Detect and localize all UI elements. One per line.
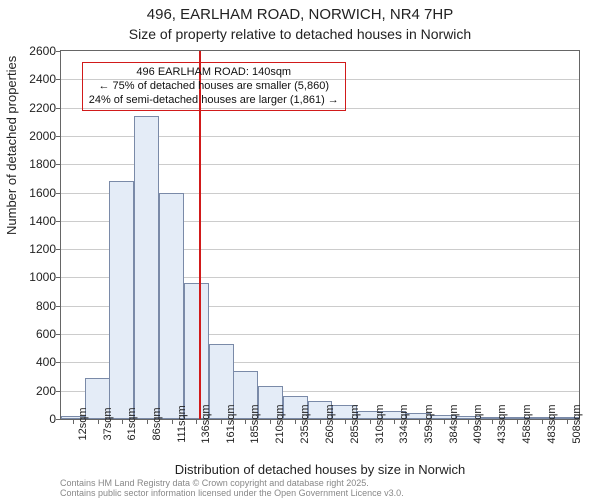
footer-line-1: Contains HM Land Registry data © Crown c… [60,478,404,488]
y-tick-label: 2600 [16,44,56,58]
x-tick-label: 161sqm [225,404,237,443]
title-line-2: Size of property relative to detached ho… [0,26,600,42]
x-tick-mark [345,420,346,424]
annotation-line-1: 496 EARLHAM ROAD: 140sqm [89,66,339,80]
y-tick-label: 2400 [16,72,56,86]
x-tick-mark [517,420,518,424]
histogram-bar [184,283,209,419]
title-line-1: 496, EARLHAM ROAD, NORWICH, NR4 7HP [0,6,600,23]
x-tick-label: 185sqm [249,404,261,443]
x-tick-label: 285sqm [349,404,361,443]
histogram-bar [159,193,184,419]
x-tick-mark [295,420,296,424]
x-tick-label: 433sqm [496,404,508,443]
x-tick-label: 210sqm [274,404,286,443]
y-tick-label: 800 [16,299,56,313]
x-tick-mark [98,420,99,424]
x-tick-label: 334sqm [398,404,410,443]
x-tick-mark [147,420,148,424]
y-tick-mark [56,362,60,363]
annotation-box: 496 EARLHAM ROAD: 140sqm← 75% of detache… [82,62,346,111]
y-tick-mark [56,51,60,52]
x-tick-mark [567,420,568,424]
histogram-bar [134,116,159,419]
y-tick-mark [56,79,60,80]
annotation-line-3: 24% of semi-detached houses are larger (… [89,94,339,108]
x-tick-label: 111sqm [176,405,188,443]
x-tick-mark [122,420,123,424]
x-tick-mark [492,420,493,424]
x-tick-label: 61sqm [126,407,138,440]
y-tick-mark [56,391,60,392]
x-tick-label: 86sqm [151,407,163,440]
y-tick-label: 2000 [16,129,56,143]
x-tick-mark [444,420,445,424]
x-tick-label: 359sqm [423,404,435,443]
x-tick-label: 483sqm [546,404,558,443]
x-tick-mark [370,420,371,424]
x-tick-label: 260sqm [324,404,336,443]
y-tick-mark [56,334,60,335]
y-tick-label: 1000 [16,270,56,284]
x-tick-mark [245,420,246,424]
x-tick-label: 136sqm [200,404,212,443]
y-tick-label: 200 [16,384,56,398]
y-tick-mark [56,306,60,307]
x-tick-mark [196,420,197,424]
y-tick-mark [56,136,60,137]
footer-text: Contains HM Land Registry data © Crown c… [60,478,404,499]
x-tick-label: 12sqm [77,407,89,440]
y-tick-mark [56,108,60,109]
x-tick-label: 508sqm [571,404,583,443]
footer-line-2: Contains public sector information licen… [60,488,404,498]
y-tick-label: 400 [16,355,56,369]
y-tick-mark [56,419,60,420]
x-tick-mark [221,420,222,424]
y-tick-label: 0 [16,412,56,426]
x-tick-mark [468,420,469,424]
y-tick-mark [56,277,60,278]
y-tick-label: 600 [16,327,56,341]
x-tick-label: 409sqm [472,404,484,443]
histogram-bar [109,181,134,419]
x-tick-label: 37sqm [102,407,114,440]
y-tick-label: 1600 [16,186,56,200]
plot-area: 496 EARLHAM ROAD: 140sqm← 75% of detache… [60,50,580,420]
y-tick-mark [56,193,60,194]
y-tick-label: 1800 [16,157,56,171]
y-tick-label: 1400 [16,214,56,228]
y-tick-mark [56,164,60,165]
y-tick-label: 1200 [16,242,56,256]
x-axis-label: Distribution of detached houses by size … [60,462,580,477]
x-tick-label: 310sqm [374,404,386,443]
x-tick-mark [419,420,420,424]
y-tick-label: 2200 [16,101,56,115]
x-tick-mark [172,420,173,424]
x-tick-mark [394,420,395,424]
x-tick-label: 458sqm [521,404,533,443]
x-tick-mark [320,420,321,424]
x-tick-label: 235sqm [299,404,311,443]
y-tick-mark [56,221,60,222]
x-tick-mark [270,420,271,424]
x-tick-mark [542,420,543,424]
chart-container: 496, EARLHAM ROAD, NORWICH, NR4 7HP Size… [0,0,600,500]
y-tick-mark [56,249,60,250]
x-tick-mark [73,420,74,424]
x-tick-label: 384sqm [448,404,460,443]
annotation-line-2: ← 75% of detached houses are smaller (5,… [89,80,339,94]
